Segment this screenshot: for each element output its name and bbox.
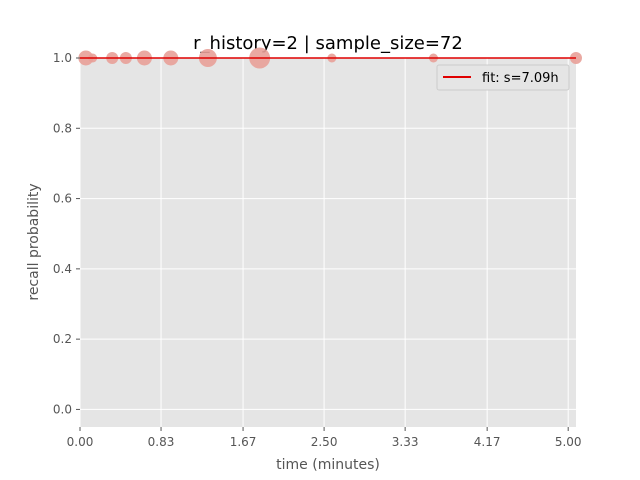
legend-box [436,64,570,91]
y-tick-label: 0.0 [53,402,72,416]
chart-title: r_history=2 | sample_size=72 [193,33,463,54]
y-ticks: 0.0 0.2 0.4 0.6 0.8 1.0 [53,51,80,416]
x-axis-label: time (minutes) [276,457,380,473]
data-points [78,47,582,69]
y-tick-label: 0.2 [53,332,72,346]
x-tick-label: 3.33 [392,435,419,449]
x-tick-label: 0.83 [148,435,175,449]
x-tick-label: 0.00 [67,435,94,449]
y-tick-label: 0.4 [53,262,72,276]
y-axis-label: recall probability [26,183,42,300]
legend-entry: fit: s=7.09h [482,71,559,86]
y-tick-label: 0.6 [53,192,72,206]
x-ticks: 0.00 0.83 1.67 2.50 3.33 4.17 5.00 [67,427,582,449]
x-tick-label: 2.50 [311,435,338,449]
legend: fit: s=7.09h [436,64,570,91]
x-tick-label: 4.17 [474,435,501,449]
y-tick-label: 0.8 [53,121,72,135]
x-tick-label: 5.00 [555,435,582,449]
plot-area [80,58,576,427]
x-tick-label: 1.67 [230,435,257,449]
y-tick-label: 1.0 [53,51,72,65]
